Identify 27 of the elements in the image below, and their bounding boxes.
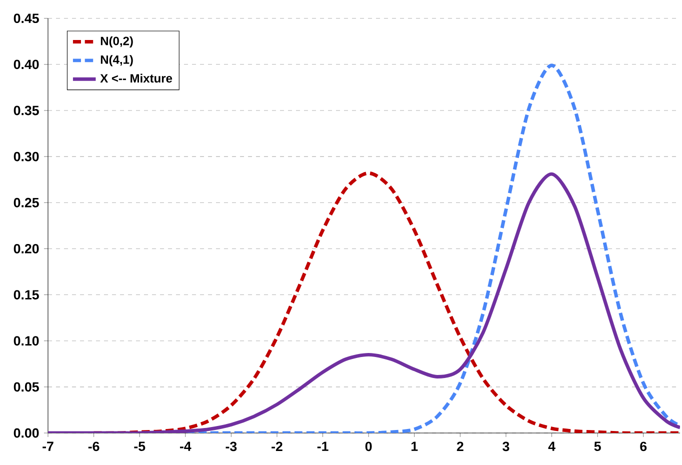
x-tick-label: 5 — [594, 442, 601, 452]
y-tick-label: 0.05 — [14, 382, 39, 392]
legend-label: N(0,2) — [100, 36, 133, 48]
y-tick-label: 0.10 — [14, 336, 39, 346]
legend-label: N(4,1) — [100, 55, 133, 66]
y-tick-label: 0.00 — [14, 428, 39, 438]
x-tick-label: 0 — [365, 442, 372, 452]
x-tick-label: 3 — [502, 442, 510, 452]
x-tick-label: -4 — [180, 442, 192, 451]
x-tick-label: -3 — [226, 442, 237, 452]
x-tick-label: -1 — [317, 442, 328, 451]
y-tick-label: 0.20 — [14, 244, 39, 254]
x-tick-label: -2 — [272, 442, 282, 452]
legend-label: X <-- Mixture — [100, 74, 172, 83]
y-tick-label: 0.45 — [14, 14, 39, 24]
y-tick-label: 0.15 — [14, 290, 39, 300]
y-tick-label: 0.30 — [14, 152, 39, 162]
x-tick-label: 1 — [412, 442, 418, 451]
x-tick-label: 6 — [640, 442, 647, 452]
x-tick-label: -5 — [134, 442, 146, 452]
y-tick-label: 0.40 — [14, 60, 39, 70]
x-tick-label: 4 — [548, 442, 556, 451]
x-tick-label: -6 — [88, 442, 100, 452]
y-tick-label: 0.25 — [14, 198, 39, 208]
y-tick-label: 0.35 — [14, 106, 39, 116]
x-tick-label: -7 — [42, 442, 54, 451]
x-tick-label: 2 — [456, 442, 464, 452]
